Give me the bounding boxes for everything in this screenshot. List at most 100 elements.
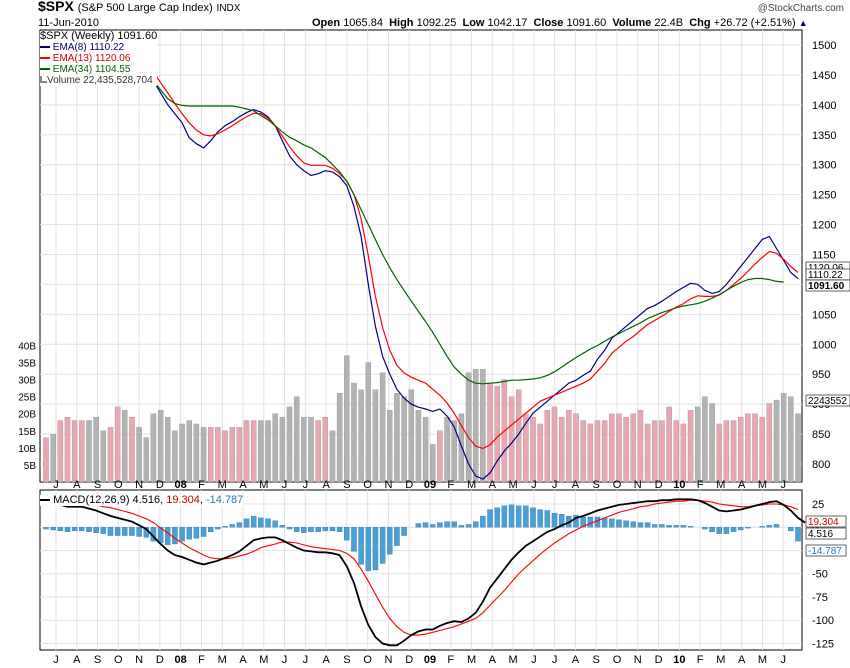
macd-hist-bar xyxy=(580,516,586,528)
price-tick-label: 1500 xyxy=(812,40,836,52)
volume-bar xyxy=(64,416,71,483)
x-tick-label: A xyxy=(73,654,81,666)
volume-bar xyxy=(250,420,257,483)
macd-hist-bar xyxy=(250,515,257,528)
volume-bar xyxy=(136,427,142,483)
macd-name: MACD(12,26,9) xyxy=(53,494,130,506)
x-tick-label: J xyxy=(552,479,558,491)
x-tick-label: M xyxy=(758,479,767,491)
x-tick-label: F xyxy=(198,654,205,666)
macd-hist-bar xyxy=(265,518,271,528)
x-tick-label: A xyxy=(572,654,580,666)
macd-hist-bar xyxy=(680,525,687,528)
volume-bar xyxy=(752,413,758,483)
volume-value: 22.4B xyxy=(654,17,684,29)
volume-bar xyxy=(157,410,164,483)
volume-bar xyxy=(71,420,78,483)
macd-hist-bar xyxy=(136,527,142,537)
x-tick-label: J xyxy=(282,654,288,666)
volume-bar xyxy=(165,416,171,483)
volume-tick-label: 10B xyxy=(18,444,36,455)
macd-hist-bar xyxy=(601,517,608,528)
volume-bar xyxy=(644,423,651,483)
x-tick-label: 08 xyxy=(175,479,187,491)
volume-bar xyxy=(437,430,443,483)
volume-bar xyxy=(293,396,300,483)
macd-hist-bar xyxy=(415,523,422,528)
volume-bar xyxy=(680,423,687,483)
macd-value-box xyxy=(805,527,847,540)
volume-bar xyxy=(687,410,694,483)
x-tick-label: N xyxy=(135,479,143,491)
volume-bar xyxy=(773,399,780,483)
x-tick-label: J xyxy=(531,479,537,491)
volume-bar xyxy=(659,420,665,483)
macd-hist-bar xyxy=(179,527,185,542)
macd-hist-bar xyxy=(702,527,708,530)
x-tick-label: J xyxy=(303,479,309,491)
volume-bar xyxy=(465,372,472,483)
volume-bar xyxy=(129,416,135,483)
macd-hist-bar xyxy=(301,527,307,533)
volume-bar xyxy=(351,382,357,483)
x-tick-label: O xyxy=(613,654,622,666)
macd-value-box xyxy=(805,544,847,557)
x-tick-label: A xyxy=(489,479,497,491)
macd-hist-bar xyxy=(766,525,773,528)
volume-bar xyxy=(93,416,99,483)
macd-hist-bar xyxy=(50,527,56,531)
volume-bar xyxy=(258,420,264,483)
open-label: Open xyxy=(312,17,341,29)
x-tick-label: J xyxy=(780,479,786,491)
price-tick-label: 1050 xyxy=(812,309,836,321)
x-tick-label: A xyxy=(738,479,746,491)
macd-value: 4.516 xyxy=(132,494,161,506)
macd-hist-bar xyxy=(79,527,85,532)
macd-hist-bar xyxy=(544,510,551,528)
x-tick-label: S xyxy=(94,654,101,666)
volume-bar xyxy=(709,403,715,483)
volume-bar xyxy=(566,410,572,483)
x-tick-label: M xyxy=(716,654,725,666)
volume-bar xyxy=(315,420,321,483)
x-tick-label: 10 xyxy=(673,654,685,666)
legend-volume: Volume 22,435,528,704 xyxy=(40,75,157,86)
x-tick-label: J xyxy=(53,479,59,491)
x-tick-label: N xyxy=(384,654,392,666)
macd-hist-bar xyxy=(673,525,679,528)
macd-hist-bar xyxy=(71,527,78,532)
volume-bar xyxy=(207,427,214,483)
x-tick-label: D xyxy=(405,479,413,491)
volume-bar xyxy=(415,410,422,483)
macd-hist-bar xyxy=(358,527,364,565)
high-value: 1092.25 xyxy=(416,17,457,29)
volume-bar xyxy=(580,420,586,483)
volume-bar xyxy=(637,410,644,483)
volume-bar xyxy=(716,423,722,483)
volume-bar xyxy=(79,420,85,483)
volume-bar xyxy=(544,410,551,483)
volume-bar xyxy=(737,416,744,483)
volume-bar xyxy=(788,396,794,483)
x-tick-label: F xyxy=(447,479,454,491)
x-tick-label: A xyxy=(73,479,81,491)
macd-hist-bar xyxy=(737,527,744,531)
ema13-swatch xyxy=(40,57,50,60)
volume-bar xyxy=(551,406,558,483)
volume-bar xyxy=(57,420,64,483)
volume-bar xyxy=(795,413,801,483)
x-tick-label: 08 xyxy=(175,654,187,666)
x-tick-label: O xyxy=(363,479,372,491)
macd-hist-bar xyxy=(795,527,801,542)
macd-line xyxy=(45,498,806,647)
x-tick-label: A xyxy=(322,479,330,491)
macd-hist-bar xyxy=(587,516,594,528)
volume-bar xyxy=(515,389,522,483)
symbol: $SPX xyxy=(38,0,74,14)
volume-bar xyxy=(265,420,271,483)
volume-bar xyxy=(444,416,450,483)
volume-bar xyxy=(372,389,379,483)
macd-hist-value: -14.787 xyxy=(205,494,244,506)
legend-title: $SPX (Weekly) 1091.60 xyxy=(40,30,158,42)
